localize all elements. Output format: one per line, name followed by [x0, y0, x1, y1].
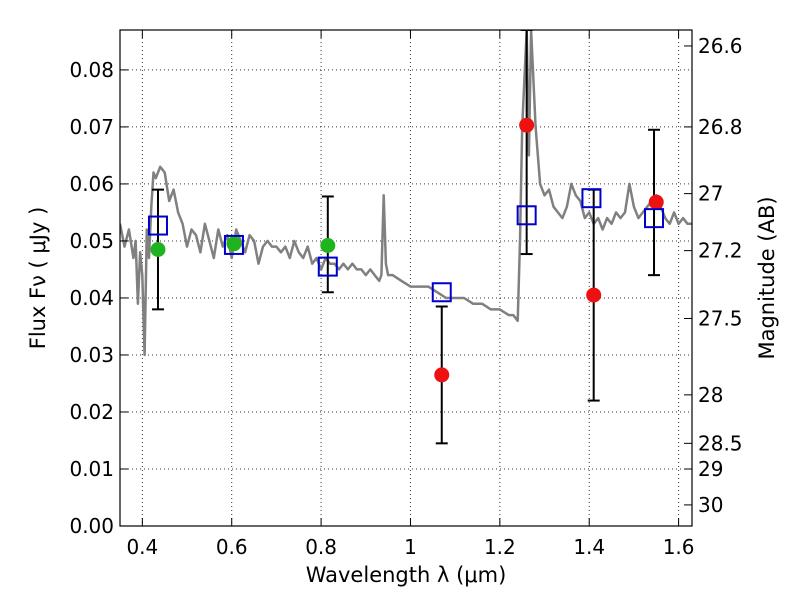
right-tick-label: 29: [698, 457, 723, 481]
right-tick-label: 28: [698, 383, 723, 407]
right-axis-label: Magnitude (AB): [755, 196, 779, 359]
right-tick-label: 27.2: [698, 239, 743, 263]
x-tick-label: 0.4: [126, 535, 158, 559]
y-tick-label: 0.02: [69, 400, 114, 424]
y-tick-label: 0.01: [69, 457, 114, 481]
data-point-square: [147, 215, 168, 236]
right-tick-label: 26.8: [698, 115, 743, 139]
plot-frame: [119, 29, 693, 527]
x-tick-label: 0.6: [216, 535, 248, 559]
data-point-square: [516, 205, 537, 226]
data-point-circle: [150, 241, 166, 257]
sed-model-line: [120, 30, 692, 357]
data-point-circle: [586, 287, 602, 303]
data-point-square: [431, 282, 452, 303]
right-tick-label: 26.6: [698, 34, 743, 58]
data-point-circle: [648, 194, 664, 210]
data-point-circle: [320, 238, 336, 254]
y-tick-label: 0.06: [69, 172, 114, 196]
y-tick-label: 0.03: [69, 343, 114, 367]
y-tick-label: 0.00: [69, 514, 114, 538]
data-point-square: [581, 188, 602, 209]
x-tick-label: 1.4: [573, 535, 605, 559]
right-tick-label: 27: [698, 182, 723, 206]
y-tick-label: 0.05: [69, 229, 114, 253]
data-layer: [120, 30, 692, 445]
right-tick-label: 30: [698, 493, 723, 517]
y-tick-label: 0.04: [69, 286, 114, 310]
data-point-circle: [226, 236, 242, 252]
x-tick-label: 1: [404, 535, 417, 559]
x-tick-label: 0.8: [305, 535, 337, 559]
y-tick-label: 0.07: [69, 115, 114, 139]
data-point-circle: [434, 367, 450, 383]
y-tick-label: 0.08: [69, 58, 114, 82]
right-tick-label: 27.5: [698, 306, 743, 330]
x-axis-label: Wavelength λ (μm): [306, 563, 507, 587]
grid: [120, 30, 692, 526]
ticks: 0.4 0.6 0.8 1 1.2 1.4 1.6 0.00 0.01 0.02 0.03 0.04 0…: [69, 30, 743, 559]
data-point-square: [223, 234, 244, 255]
data-point-circle: [519, 117, 535, 133]
x-tick-label: 1.2: [484, 535, 516, 559]
x-tick-label: 1.6: [663, 535, 695, 559]
y-axis-label: Flux Fν ( μJy ): [26, 207, 50, 350]
data-point-square: [644, 208, 665, 229]
data-point-square: [317, 256, 338, 277]
right-tick-label: 28.5: [698, 431, 743, 455]
